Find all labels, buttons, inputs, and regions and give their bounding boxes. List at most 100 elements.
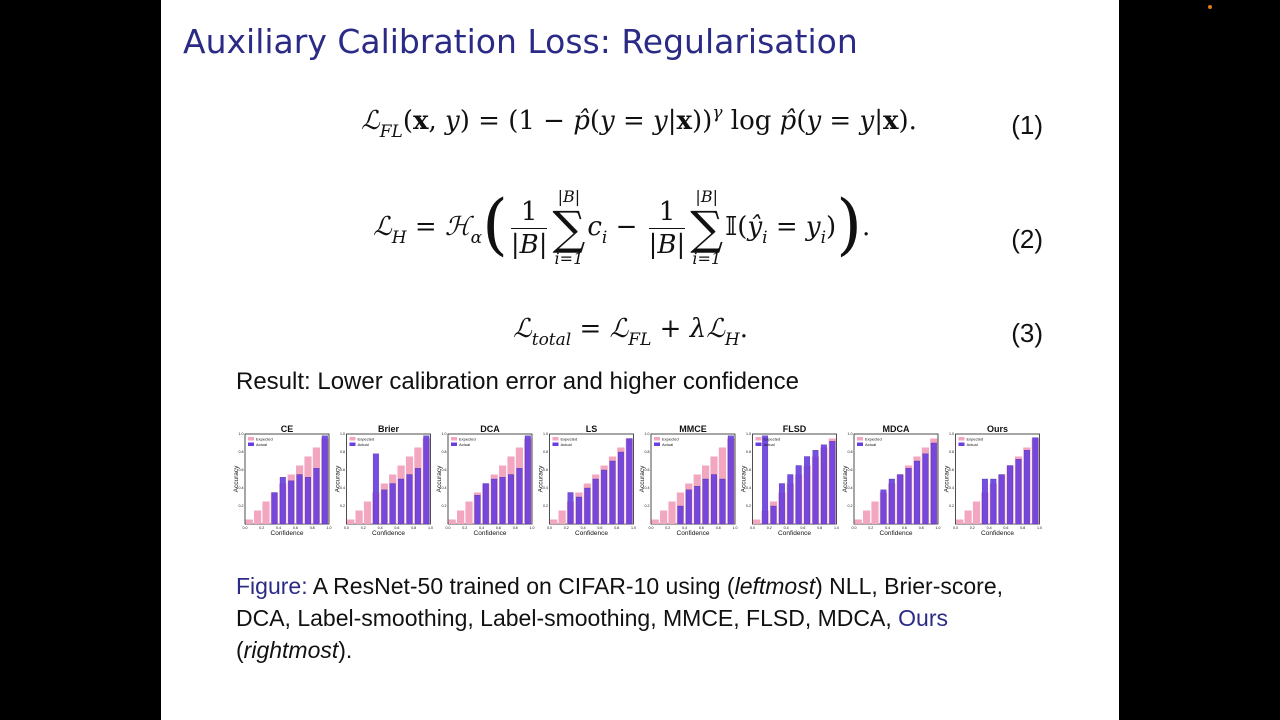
x-tick-label: 0.0	[649, 526, 654, 530]
actual-bar	[305, 477, 311, 525]
slide: Auxiliary Calibration Loss: Regularisati…	[161, 0, 1119, 720]
x-axis-label: Confidence	[677, 530, 710, 537]
equation-total-loss-formula: ℒtotal = ℒFL + λℒH.	[513, 314, 749, 350]
actual-bar	[482, 483, 489, 525]
actual-bar	[508, 474, 514, 525]
x-tick-label: 1.0	[428, 526, 433, 530]
actual-bar	[423, 435, 430, 525]
actual-bar	[321, 435, 328, 525]
y-tick-label: 0.4	[543, 486, 548, 490]
expected-bar	[465, 501, 473, 524]
x-tick-label: 0.4	[784, 526, 789, 530]
actual-bar	[795, 465, 802, 525]
x-tick-label: 0.0	[750, 526, 755, 530]
actual-bar	[981, 478, 988, 525]
y-tick-label: 0.6	[848, 468, 853, 472]
legend-swatch-actual	[248, 442, 254, 446]
actual-bar	[888, 478, 895, 525]
x-tick-label: 0.4	[581, 526, 586, 530]
y-tick-label: 0.6	[442, 468, 447, 472]
expected-bar	[558, 510, 566, 524]
actual-bar	[685, 489, 692, 525]
actual-bar	[516, 468, 523, 525]
y-tick-label: 0.8	[645, 450, 650, 454]
actual-bar	[288, 480, 295, 525]
actual-bar	[626, 438, 633, 525]
equation-number: (1)	[1011, 110, 1043, 140]
y-tick-label: 1.0	[746, 432, 751, 436]
cursor-dot	[1208, 5, 1212, 9]
legend-swatch-expected	[552, 437, 559, 441]
x-tick-label: 0.6	[1003, 526, 1008, 530]
actual-bar	[414, 468, 421, 525]
caption-label: Figure:	[236, 573, 308, 599]
x-tick-label: 1.0	[834, 526, 839, 530]
chart-title: LS	[586, 424, 598, 434]
x-axis-label: Confidence	[372, 530, 405, 537]
x-tick-label: 0.2	[462, 526, 467, 530]
actual-bar	[897, 474, 904, 525]
legend-label: Actual	[256, 442, 267, 447]
equation-number: (2)	[1011, 224, 1043, 254]
y-tick-label: 0.8	[442, 450, 447, 454]
chart-title: DCA	[480, 424, 500, 434]
y-tick-label: 0.4	[239, 486, 244, 490]
legend-swatch-actual	[755, 442, 762, 446]
actual-bar	[609, 460, 616, 525]
chart-title: MDCA	[883, 424, 910, 434]
x-tick-label: 0.0	[344, 526, 349, 530]
y-tick-label: 0.6	[239, 468, 244, 472]
y-tick-label: 1.0	[949, 432, 954, 436]
caption-text: ) NLL, Brier-score, DCA, Label-smoothing…	[236, 573, 1003, 631]
y-axis-label: Accuracy	[741, 465, 748, 492]
y-tick-label: 0.8	[949, 450, 954, 454]
legend-swatch-actual	[958, 442, 965, 446]
y-tick-label: 0.6	[746, 468, 751, 472]
legend-label: Expected	[256, 437, 273, 442]
x-tick-label: 0.2	[767, 526, 772, 530]
actual-bar	[990, 478, 997, 525]
x-tick-label: 0.6	[394, 526, 399, 530]
actual-bar	[1015, 459, 1022, 525]
actual-bar	[1023, 450, 1030, 525]
x-tick-label: 0.0	[852, 526, 857, 530]
y-axis-label: Accuracy	[436, 465, 443, 492]
x-tick-label: 1.0	[631, 526, 636, 530]
y-tick-label: 0.8	[746, 450, 751, 454]
legend-label: Actual	[662, 442, 673, 447]
actual-bar	[313, 468, 320, 525]
x-tick-label: 0.8	[716, 526, 721, 530]
x-tick-label: 0.8	[513, 526, 518, 530]
y-tick-label: 1.0	[645, 432, 650, 436]
legend-swatch-actual	[451, 442, 457, 446]
y-tick-label: 0.2	[239, 504, 244, 508]
actual-bar	[998, 474, 1005, 525]
y-axis-label: Accuracy	[233, 465, 240, 492]
legend-label: Actual	[764, 442, 775, 447]
y-tick-label: 0.2	[340, 504, 345, 508]
y-tick-label: 0.8	[340, 450, 345, 454]
legend-swatch-expected	[755, 437, 762, 441]
legend-swatch-actual	[654, 442, 660, 446]
expected-bar	[668, 501, 676, 524]
actual-bar	[372, 453, 379, 525]
legend-swatch-expected	[248, 437, 254, 441]
expected-bar	[355, 510, 363, 524]
expected-bar	[964, 510, 972, 524]
y-tick-label: 0.4	[340, 486, 345, 490]
expected-bar	[753, 519, 761, 524]
y-tick-label: 0.2	[442, 504, 447, 508]
y-tick-label: 0.2	[949, 504, 954, 508]
actual-bar	[762, 435, 769, 525]
expected-bar	[254, 510, 262, 524]
legend-label: Actual	[967, 442, 978, 447]
caption-emphasis: leftmost	[734, 573, 816, 599]
legend-label: Expected	[662, 437, 679, 442]
figure-caption: Figure: A ResNet-50 trained on CIFAR-10 …	[236, 570, 1036, 666]
y-axis-label: Accuracy	[944, 465, 951, 492]
equation-calibration-loss-formula: ℒH = ℋα(1 |B| |B| ∑ i=1 ci − 1 |B| |B| ∑ i=1 𝕀(ŷi …	[373, 185, 871, 268]
legend-swatch-actual	[349, 442, 356, 446]
x-tick-label: 0.8	[411, 526, 416, 530]
